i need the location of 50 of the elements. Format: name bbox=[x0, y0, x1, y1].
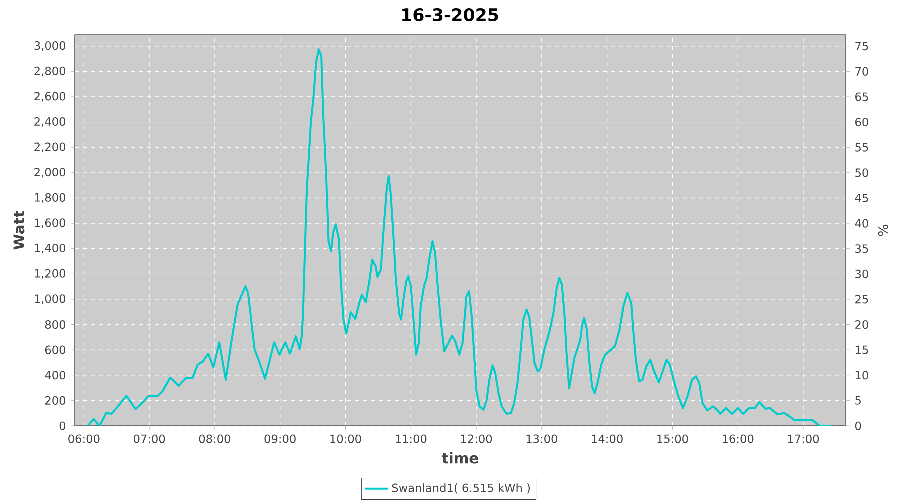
y-tick-label: 1,800 bbox=[35, 193, 66, 204]
x-tick-label: 16:00 bbox=[723, 434, 754, 444]
y2-axis-title: % bbox=[878, 224, 888, 236]
y2-tick-label: 10 bbox=[856, 371, 868, 380]
y-tick-label: 400 bbox=[45, 371, 66, 380]
y2-tick-label: 75 bbox=[856, 42, 868, 51]
y-tick-label: 2,800 bbox=[34, 66, 66, 77]
y2-tick-label: 40 bbox=[855, 219, 868, 228]
y2-tick-label: 35 bbox=[856, 244, 868, 254]
y-tick-label: 1,400 bbox=[35, 244, 66, 254]
y-tick-label: 200 bbox=[45, 396, 66, 405]
y2-tick-label: 30 bbox=[856, 270, 868, 278]
x-tick-label: 14:00 bbox=[592, 434, 623, 444]
x-tick-label: 08:00 bbox=[199, 434, 231, 444]
y-tick-label: 1,200 bbox=[35, 269, 66, 280]
y-tick-label: 1,000 bbox=[35, 294, 66, 304]
chart-title: 16-3-2025 bbox=[402, 8, 498, 22]
y2-tick-label: 15 bbox=[856, 346, 868, 354]
y2-tick-label: 65 bbox=[856, 92, 868, 102]
y-tick-label: 1,600 bbox=[35, 218, 66, 228]
y-tick-label: 2,400 bbox=[34, 117, 66, 128]
legend-label: Swanland1( 6.515 kWh ) bbox=[392, 484, 530, 494]
x-axis-title: time bbox=[442, 452, 478, 464]
y2-tick-label: 60 bbox=[856, 118, 868, 127]
y-tick-label: 2,000 bbox=[34, 168, 66, 178]
y-tick-label: 600 bbox=[45, 346, 66, 354]
y2-tick-label: 5 bbox=[856, 396, 861, 405]
x-tick-label: 17:00 bbox=[788, 434, 820, 444]
y-tick-label: 3,000 bbox=[34, 42, 66, 52]
y-tick-label: 2,200 bbox=[34, 142, 66, 152]
x-tick-label: 11:00 bbox=[396, 434, 427, 444]
y2-tick-label: 20 bbox=[856, 320, 868, 330]
y-tick-label: 2,600 bbox=[34, 92, 66, 102]
x-tick-label: 10:00 bbox=[330, 434, 362, 444]
y2-tick-label: 0 bbox=[855, 422, 862, 430]
y-tick-label: 800 bbox=[45, 320, 66, 330]
x-tick-label: 09:00 bbox=[264, 434, 296, 444]
y2-tick-label: 70 bbox=[856, 67, 868, 76]
y2-tick-label: 25 bbox=[856, 295, 868, 304]
x-tick-label: 13:00 bbox=[526, 434, 558, 444]
x-tick-label: 07:00 bbox=[134, 434, 166, 444]
x-tick-label: 06:00 bbox=[68, 434, 100, 444]
y-tick-label: 0 bbox=[60, 422, 66, 430]
line-series bbox=[87, 48, 833, 426]
y2-tick-label: 50 bbox=[856, 168, 868, 178]
x-tick-label: 12:00 bbox=[461, 434, 492, 444]
x-tick-label: 15:00 bbox=[658, 434, 688, 444]
y-axis-title: Watt bbox=[14, 211, 25, 250]
y2-tick-label: 45 bbox=[855, 194, 868, 202]
y2-tick-label: 55 bbox=[856, 143, 868, 152]
